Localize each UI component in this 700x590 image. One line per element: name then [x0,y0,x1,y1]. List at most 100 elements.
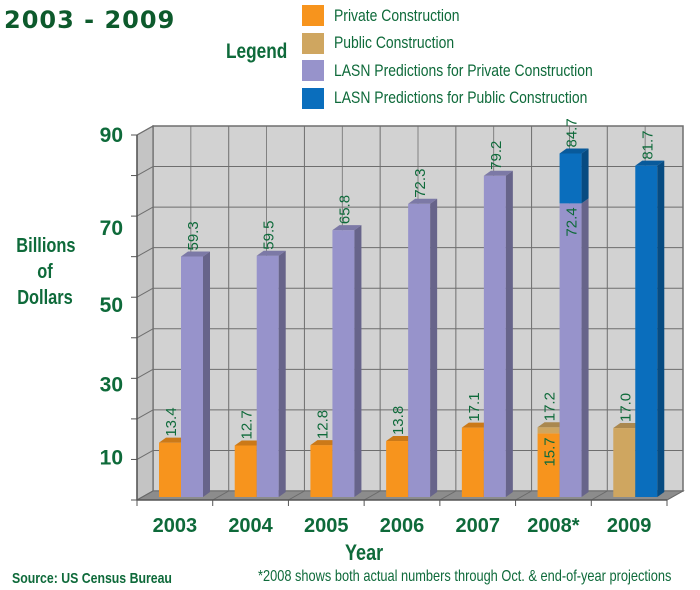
floor-divider [591,490,608,501]
bar-front [537,433,560,497]
bar-value-label: 81.7 [639,130,656,159]
legend-label-pred-private: LASN Predictions for Private Constructio… [334,60,593,80]
x-axis-title: Year [345,540,384,565]
sidewall-gridline [136,328,154,339]
bar-side [278,250,286,497]
y-axis-title: Billions of Dollars [16,233,76,311]
bar-front [159,442,181,497]
bar-value-label: 13.8 [390,406,407,435]
sidewall-gridline [136,368,154,379]
bar-front [234,445,257,497]
y-axis-title-line-3: Dollars [17,287,73,309]
bar-top [256,250,286,256]
sidewall-gridline [136,125,154,136]
sidewall-gridline [136,166,154,176]
bar-side [430,198,438,498]
legend-item-private: Private Construction [302,2,650,30]
bar-top [386,436,416,442]
bar-inner-value-label: 72.4 [564,207,581,236]
bar-top [635,160,665,166]
bar-value-label: 84.7 [564,118,581,147]
bar-value-label: 17.1 [466,392,483,421]
bar-front [386,441,409,497]
source-note: Source: US Census Bureau [12,570,172,587]
bar-value-label: 13.4 [163,407,180,436]
bar-top [613,423,643,429]
bar-side [581,148,589,204]
bar-top [559,148,589,154]
y-axis-title-line-2: of [37,261,53,283]
bar-top [537,422,567,428]
bar-value-label: 17.2 [542,392,559,421]
bar-front [408,203,431,498]
bar-front [559,153,582,204]
bar-front [559,203,582,497]
legend-item-public: Public Construction [302,30,650,58]
bar-top [408,198,438,204]
bar-top [310,440,340,446]
legend-swatch-pred-private [302,60,324,82]
y-tick-label: 70 [100,217,123,240]
legend-swatch-private [302,5,324,27]
bar-value-label: 59.5 [261,220,278,249]
bar-front [332,230,355,497]
bar-value-label: 65.8 [336,195,353,224]
bar-front [461,427,484,497]
y-tick-label: 30 [100,373,123,396]
floor-divider [212,490,229,501]
bar-top [159,437,188,443]
sidewall-gridline [136,247,154,258]
bar-front [483,175,506,498]
legend-label-public: Public Construction [334,33,455,53]
bar-side [505,170,513,498]
sidewall-gridline [136,450,154,460]
chart-title: 2003 - 2009 [4,6,176,34]
x-tick-label: 2008* [527,515,579,537]
side-wall [136,124,154,502]
bar-front [256,255,279,497]
legend-label-pred-public: LASN Predictions for Public Construction [334,88,588,108]
bar-value-label: 59.3 [185,221,202,250]
x-tick-label: 2003 [153,515,198,537]
y-tick-label: 10 [100,446,123,469]
bar-top [332,225,362,231]
x-tick-label: 2007 [455,515,500,537]
bar-top [483,170,513,176]
bar-front [310,445,333,497]
bar-top [461,422,491,428]
floor-divider [666,490,684,501]
y-tick-label: 50 [100,294,123,317]
bar-front [635,165,658,497]
bar-side [657,160,665,497]
floor-divider [288,490,305,501]
legend-swatch-public [302,32,324,54]
x-tick-label: 2004 [228,515,273,537]
sidewall-gridline [136,206,154,217]
bar-side [581,198,589,497]
legend-swatch-pred-public [302,87,324,109]
y-tick-label: 90 [100,124,123,147]
floor-divider [515,490,532,501]
legend-item-pred-public: LASN Predictions for Public Construction [302,85,650,113]
bar-value-label: 79.2 [488,141,505,170]
legend-title: Legend [226,40,288,63]
bar-front [613,428,636,497]
footnote: *2008 shows both actual numbers through … [258,568,672,585]
bar-value-label: 17.0 [617,393,634,422]
sidewall-gridline [136,287,154,298]
bar-front [181,256,203,497]
floor-divider [136,490,154,501]
bar-top [181,251,210,257]
legend-item-pred-private: LASN Predictions for Private Constructio… [302,57,650,85]
x-tick-label: 2006 [380,515,425,537]
floor-divider [439,490,457,501]
x-tick-label: 2009 [607,515,652,537]
sidewall-gridline [136,409,154,420]
bar-value-label: 72.3 [412,169,429,198]
legend: Private Construction Public Construction… [302,2,650,112]
bar-side [354,225,362,497]
legend-label-private: Private Construction [334,5,460,25]
bar-front [537,427,560,434]
y-axis-title-line-1: Billions [16,235,76,257]
